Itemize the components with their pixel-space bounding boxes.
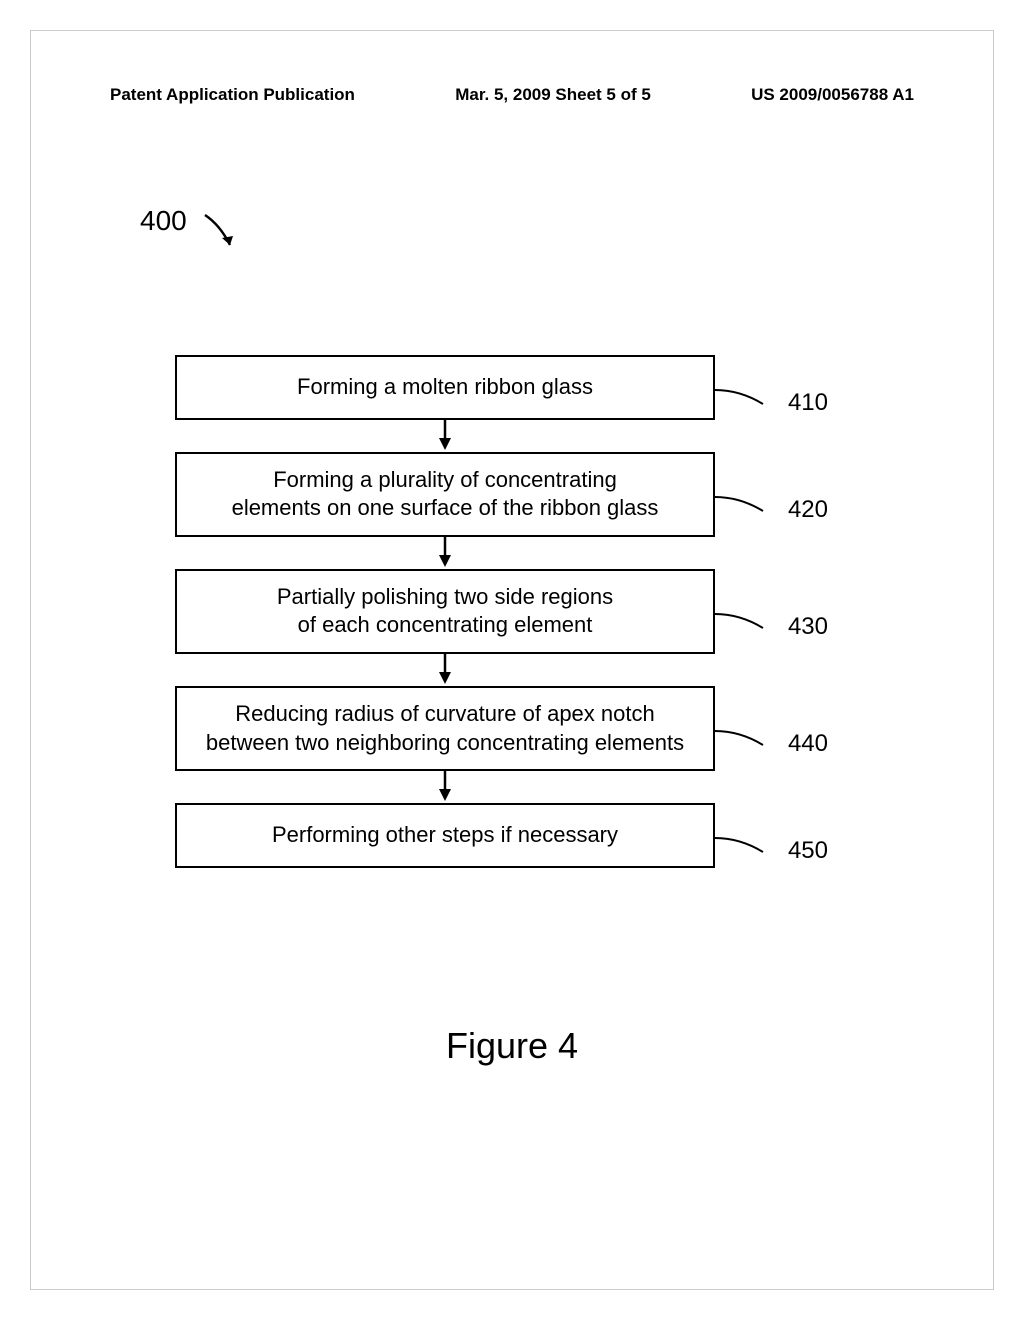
ref-connector-icon <box>715 830 771 868</box>
ref-connector-icon <box>715 382 771 420</box>
header-left: Patent Application Publication <box>110 85 355 105</box>
flow-arrow-icon <box>175 654 715 686</box>
ref-number: 410 <box>788 387 828 418</box>
ref-connector-icon <box>715 606 771 644</box>
flowchart-node: Forming a plurality of concentrating ele… <box>175 452 715 537</box>
ref-number: 420 <box>788 494 828 525</box>
node-text: Forming a plurality of concentrating <box>273 467 617 492</box>
flowchart-container: Forming a molten ribbon glass 410 Formin… <box>175 355 715 868</box>
node-text: Partially polishing two side regions <box>277 584 613 609</box>
node-text: elements on one surface of the ribbon gl… <box>232 495 659 520</box>
flowchart-node: Partially polishing two side regions of … <box>175 569 715 654</box>
flow-arrow-icon <box>175 420 715 452</box>
figure-reference-number: 400 <box>140 205 187 237</box>
ref-connector-icon <box>715 723 771 761</box>
header-right: US 2009/0056788 A1 <box>751 85 914 105</box>
flowchart-node: Performing other steps if necessary 450 <box>175 803 715 868</box>
ref-number: 430 <box>788 611 828 642</box>
page-header: Patent Application Publication Mar. 5, 2… <box>0 85 1024 105</box>
node-text: Reducing radius of curvature of apex not… <box>235 701 654 726</box>
figure-title: Figure 4 <box>0 1025 1024 1067</box>
header-center: Mar. 5, 2009 Sheet 5 of 5 <box>455 85 651 105</box>
flowchart-node: Forming a molten ribbon glass 410 <box>175 355 715 420</box>
flow-arrow-icon <box>175 537 715 569</box>
flowchart-node: Reducing radius of curvature of apex not… <box>175 686 715 771</box>
node-text: of each concentrating element <box>298 612 593 637</box>
node-text: Forming a molten ribbon glass <box>297 374 593 399</box>
flow-arrow-icon <box>175 771 715 803</box>
figure-ref-arrow-icon <box>200 210 250 265</box>
node-text: Performing other steps if necessary <box>272 822 618 847</box>
node-text: between two neighboring concentrating el… <box>206 730 684 755</box>
ref-number: 450 <box>788 835 828 866</box>
ref-connector-icon <box>715 489 771 527</box>
ref-number: 440 <box>788 728 828 759</box>
